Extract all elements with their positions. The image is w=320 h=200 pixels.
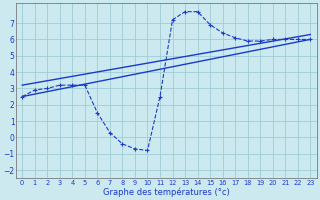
X-axis label: Graphe des températures (°c): Graphe des températures (°c) <box>103 187 230 197</box>
